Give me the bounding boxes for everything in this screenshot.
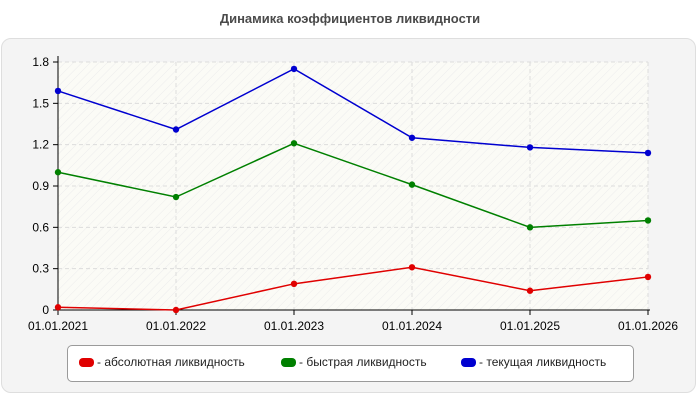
legend-swatch-green <box>281 357 296 367</box>
data-point-2-0 <box>54 87 62 95</box>
y-tick-label: 1.5 <box>32 96 49 110</box>
data-point-0-5 <box>644 273 652 281</box>
y-tick-label: 0.6 <box>32 220 49 234</box>
data-point-1-0 <box>54 169 62 176</box>
y-tick-label: 1.2 <box>32 138 49 152</box>
legend-swatch-red <box>79 357 94 367</box>
legend-label: - текущая ликвидность <box>479 355 607 369</box>
data-point-1-2 <box>290 140 298 147</box>
x-tick-label: 01.01.2023 <box>264 319 324 333</box>
legend: - абсолютная ликвидность - быстрая ликви… <box>67 345 634 382</box>
data-point-2-5 <box>644 149 652 157</box>
y-tick-label: 1.8 <box>32 55 49 69</box>
x-tick-label: 01.01.2024 <box>382 319 442 333</box>
data-point-0-1 <box>172 306 180 314</box>
x-tick-label: 01.01.2026 <box>618 319 678 333</box>
data-point-1-4 <box>526 224 534 231</box>
data-point-0-4 <box>526 287 534 294</box>
data-point-1-1 <box>172 193 180 201</box>
data-point-2-4 <box>526 144 534 151</box>
data-point-1-5 <box>644 217 652 224</box>
legend-item-quick: - быстрая ликвидность <box>281 355 427 369</box>
legend-item-current: - текущая ликвидность <box>461 355 606 369</box>
chart-title: Динамика коэффициентов ликвидности <box>219 11 481 26</box>
y-tick-label: 0 <box>42 303 49 317</box>
data-point-1-3 <box>408 181 416 188</box>
tick-labels: 0 0.3 0.6 0.9 1.2 1.5 1.8 01.01.2021 01.01.2022 0… <box>28 55 678 333</box>
x-tick-label: 01.01.2022 <box>146 319 206 333</box>
y-tick-label: 0.9 <box>32 179 49 193</box>
series-line-1 <box>57 142 649 229</box>
y-tick-label: 0.3 <box>32 262 49 276</box>
data-point-0-3 <box>408 264 416 271</box>
data-point-2-3 <box>408 134 416 141</box>
data-point-2-2 <box>290 65 298 73</box>
series-line-0 <box>57 266 649 311</box>
data-point-0-2 <box>290 280 298 288</box>
legend-label: - абсолютная ликвидность <box>97 355 245 369</box>
x-tick-label: 01.01.2021 <box>28 319 88 333</box>
data-point-0-0 <box>54 304 62 311</box>
data-point-2-1 <box>172 126 180 133</box>
legend-swatch-blue <box>461 357 476 367</box>
legend-item-absolute: - абсолютная ликвидность <box>79 355 245 369</box>
series <box>54 65 652 314</box>
x-tick-label: 01.01.2025 <box>500 319 560 333</box>
legend-label: - быстрая ликвидность <box>299 355 427 369</box>
series-line-2 <box>57 68 649 154</box>
